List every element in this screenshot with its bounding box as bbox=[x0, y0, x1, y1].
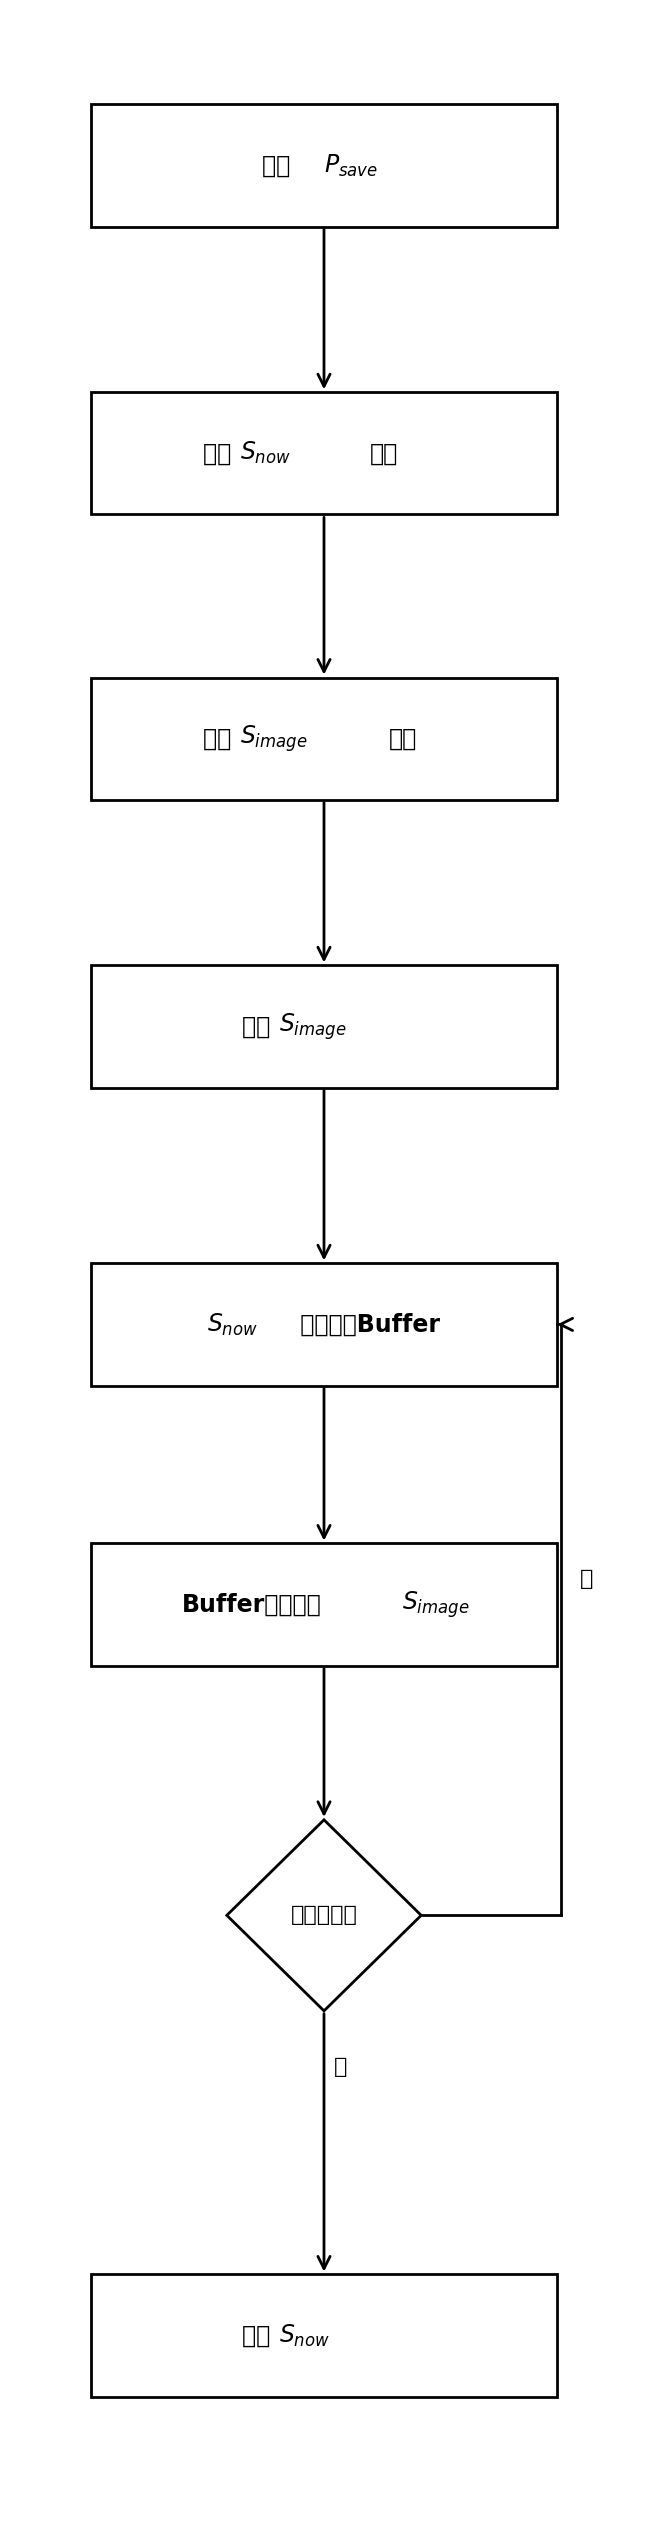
Text: 是: 是 bbox=[334, 2058, 347, 2076]
Bar bbox=[91, 104, 557, 227]
Text: $\mathit{S}_{now}$: $\mathit{S}_{now}$ bbox=[207, 1312, 259, 1337]
Text: 计算: 计算 bbox=[203, 726, 240, 751]
Text: 编号: 编号 bbox=[369, 441, 398, 466]
Text: $\mathit{S}_{now}$: $\mathit{S}_{now}$ bbox=[279, 2323, 330, 2348]
Text: 数据缓存Buffer: 数据缓存Buffer bbox=[292, 1312, 439, 1337]
Text: $\mathit{S}_{now}$: $\mathit{S}_{now}$ bbox=[240, 441, 291, 466]
Text: 擦除: 擦除 bbox=[242, 2323, 279, 2348]
Text: $\mathit{P}_{save}$: $\mathit{P}_{save}$ bbox=[324, 153, 378, 178]
Bar bbox=[91, 1263, 557, 1386]
Text: $\mathit{S}_{image}$: $\mathit{S}_{image}$ bbox=[402, 1589, 470, 1620]
Text: 否: 否 bbox=[580, 1569, 593, 1589]
Text: 转存完毕？: 转存完毕？ bbox=[290, 1905, 358, 1926]
Text: Buffer数据转存: Buffer数据转存 bbox=[181, 1592, 321, 1617]
Polygon shape bbox=[227, 1819, 421, 2012]
Bar bbox=[91, 2274, 557, 2397]
Bar bbox=[91, 392, 557, 514]
Bar bbox=[91, 678, 557, 800]
Text: 擦除: 擦除 bbox=[242, 1014, 279, 1039]
Bar bbox=[91, 965, 557, 1088]
Text: $\mathit{S}_{image}$: $\mathit{S}_{image}$ bbox=[240, 723, 308, 754]
Text: $\mathit{S}_{image}$: $\mathit{S}_{image}$ bbox=[279, 1011, 347, 1042]
Text: 计算: 计算 bbox=[203, 441, 240, 466]
Bar bbox=[91, 1543, 557, 1666]
Text: 编号: 编号 bbox=[389, 726, 417, 751]
Text: 获取: 获取 bbox=[262, 153, 298, 178]
